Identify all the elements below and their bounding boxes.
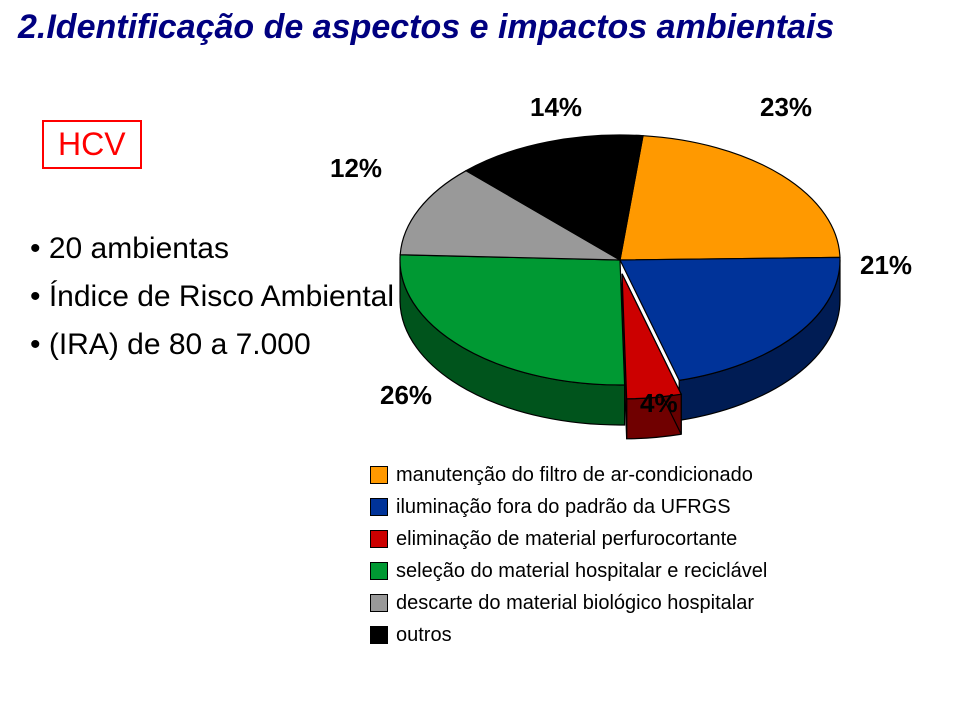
pct-label: 14%	[530, 92, 582, 123]
legend-swatch	[370, 626, 388, 644]
legend-label: manutenção do filtro de ar-condicionado	[396, 460, 753, 490]
legend-swatch	[370, 562, 388, 580]
pct-label: 21%	[860, 250, 912, 281]
legend-label: descarte do material biológico hospitala…	[396, 588, 754, 618]
pie-chart	[0, 0, 960, 500]
legend-label: iluminação fora do padrão da UFRGS	[396, 492, 731, 522]
legend-swatch	[370, 530, 388, 548]
pct-label: 26%	[380, 380, 432, 411]
legend-item: outros	[370, 620, 767, 650]
pct-label: 4%	[640, 388, 678, 419]
legend-item: seleção do material hospitalar e reciclá…	[370, 556, 767, 586]
legend-item: manutenção do filtro de ar-condicionado	[370, 460, 767, 490]
legend-label: outros	[396, 620, 452, 650]
legend-item: iluminação fora do padrão da UFRGS	[370, 492, 767, 522]
legend: manutenção do filtro de ar-condicionadoi…	[370, 460, 767, 652]
legend-item: eliminação de material perfurocortante	[370, 524, 767, 554]
legend-swatch	[370, 498, 388, 516]
legend-label: seleção do material hospitalar e reciclá…	[396, 556, 767, 586]
pct-label: 23%	[760, 92, 812, 123]
legend-swatch	[370, 594, 388, 612]
legend-label: eliminação de material perfurocortante	[396, 524, 737, 554]
pct-label: 12%	[330, 153, 382, 184]
legend-item: descarte do material biológico hospitala…	[370, 588, 767, 618]
legend-swatch	[370, 466, 388, 484]
